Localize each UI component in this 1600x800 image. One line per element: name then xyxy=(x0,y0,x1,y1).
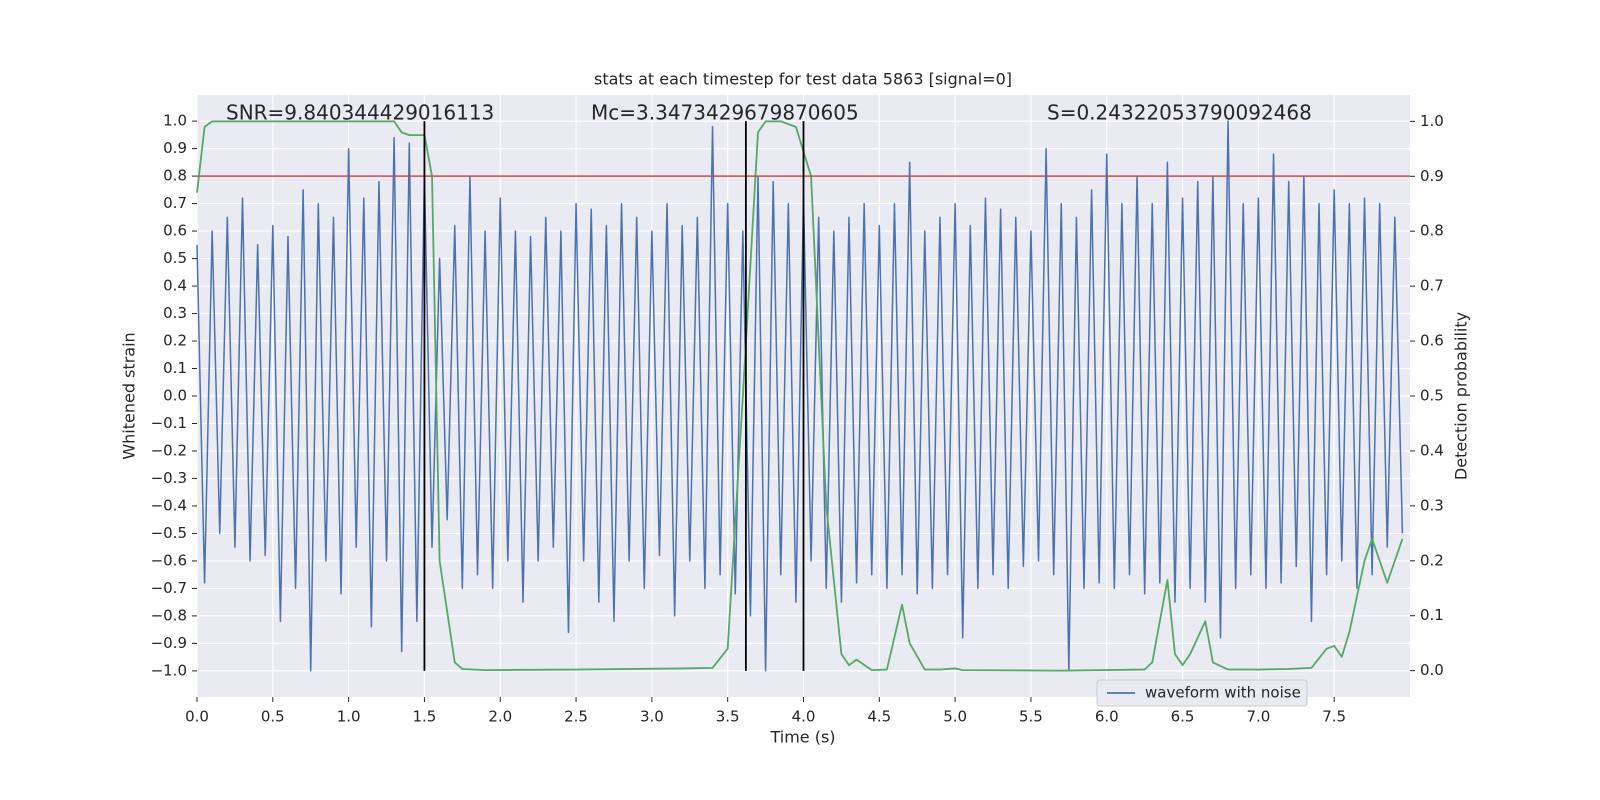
x-tick-label: 6.5 xyxy=(1171,708,1195,726)
y-tick-label: 0.1 xyxy=(163,359,187,377)
y2-tick-label: 0.9 xyxy=(1420,167,1444,185)
x-tick-label: 5.5 xyxy=(1019,708,1043,726)
y-tick-label: 0.5 xyxy=(163,249,187,267)
series-line xyxy=(196,120,1404,672)
x-tick-label: 4.0 xyxy=(792,708,816,726)
x-tick-label: 4.5 xyxy=(867,708,891,726)
y2-tick-label: 0.8 xyxy=(1420,222,1444,240)
marks xyxy=(196,120,1410,672)
chart-title: stats at each timestep for test data 586… xyxy=(594,70,1012,89)
x-tick-label: 0.0 xyxy=(185,708,209,726)
y2-tick-label: 0.6 xyxy=(1420,332,1444,350)
x-tick-label: 5.0 xyxy=(943,708,967,726)
legend-label: waveform with noise xyxy=(1145,684,1301,702)
x-tick-label: 1.5 xyxy=(413,708,437,726)
y-tick-label: 0.7 xyxy=(163,194,187,212)
y-axis-label: Whitened strain xyxy=(120,332,139,459)
y-tick-label: −0.1 xyxy=(151,414,187,432)
y2-tick-label: 0.5 xyxy=(1420,387,1444,405)
x-tick-label: 3.5 xyxy=(716,708,740,726)
y-tick-label: 0.4 xyxy=(163,277,187,295)
y-tick-label: −0.9 xyxy=(151,634,187,652)
y-tick-label: −0.4 xyxy=(151,496,187,514)
x-tick-label: 7.5 xyxy=(1322,708,1346,726)
x-tick-label: 2.0 xyxy=(488,708,512,726)
x-tick-label: 7.0 xyxy=(1246,708,1270,726)
y-tick-label: 0.9 xyxy=(163,139,187,157)
y-tick-label: 1.0 xyxy=(163,112,187,130)
legend-box xyxy=(1096,679,1308,707)
annotation: S=0.24322053790092468 xyxy=(1047,101,1312,125)
y-tick-label: −0.5 xyxy=(151,524,187,542)
y-tick-label: −0.2 xyxy=(151,441,187,459)
y-tick-label: −0.8 xyxy=(151,606,187,624)
y-tick-label: −0.7 xyxy=(151,579,187,597)
x-tick-label: 1.0 xyxy=(337,708,361,726)
annotation: SNR=9.840344429016113 xyxy=(226,101,494,125)
y-tick-label: 0.0 xyxy=(163,387,187,405)
y2-tick-label: 0.3 xyxy=(1420,496,1444,514)
x-tick-label: 3.0 xyxy=(640,708,664,726)
y-tick-label: −0.3 xyxy=(151,469,187,487)
y2-tick-label: 0.1 xyxy=(1420,606,1444,624)
y-tick-label: 0.2 xyxy=(163,332,187,350)
y-tick-label: 0.3 xyxy=(163,304,187,322)
y-tick-label: −1.0 xyxy=(151,661,187,679)
series-line xyxy=(196,120,1404,672)
y2-tick-label: 0.0 xyxy=(1420,661,1444,679)
y-tick-label: 0.6 xyxy=(163,222,187,240)
annotation: Mc=3.3473429679870605 xyxy=(591,101,859,125)
y2-tick-label: 1.0 xyxy=(1420,112,1444,130)
x-tick-label: 0.5 xyxy=(261,708,285,726)
y2-axis-label: Detection probability xyxy=(1452,312,1471,480)
x-axis-label: Time (s) xyxy=(769,728,835,747)
y2-tick-label: 0.7 xyxy=(1420,277,1444,295)
y-tick-label: −0.6 xyxy=(151,551,187,569)
y2-tick-label: 0.4 xyxy=(1420,441,1444,459)
y2-tick-label: 0.2 xyxy=(1420,551,1444,569)
y-tick-label: 0.8 xyxy=(163,167,187,185)
x-tick-label: 2.5 xyxy=(564,708,588,726)
x-tick-label: 6.0 xyxy=(1095,708,1119,726)
